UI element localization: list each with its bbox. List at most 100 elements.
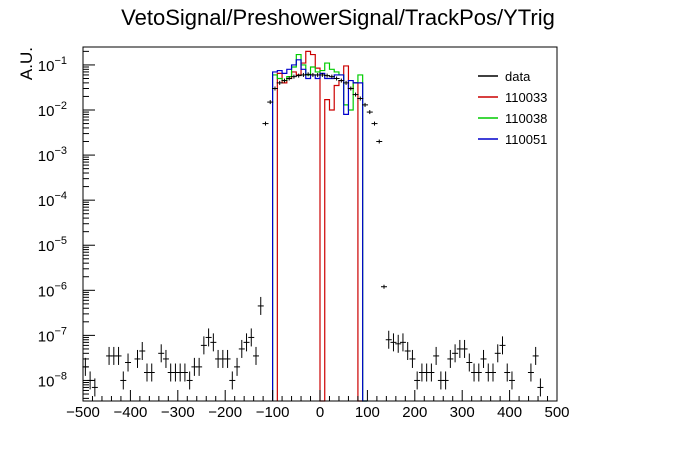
data-point: [295, 73, 302, 78]
x-tick-label: 100: [355, 404, 380, 421]
data-point: [508, 371, 515, 390]
legend-label: 110051: [505, 132, 547, 147]
data-point: [466, 353, 473, 372]
data-point: [395, 334, 402, 353]
data-point: [181, 363, 188, 382]
data-point: [504, 363, 511, 382]
data-point: [200, 336, 207, 355]
data-point: [537, 378, 544, 397]
chart-title: VetoSignal/PreshowerSignal/TrackPos/YTri…: [121, 5, 555, 30]
data-point: [281, 78, 288, 83]
data-point: [262, 121, 269, 126]
data-point: [385, 330, 392, 349]
data-point: [347, 86, 354, 91]
data-point: [409, 349, 416, 368]
data-point: [499, 336, 506, 355]
data-point: [248, 328, 255, 347]
data-point: [253, 346, 260, 365]
data-point: [442, 371, 449, 390]
data-point: [238, 339, 245, 358]
data-point: [224, 349, 231, 368]
x-tick-label: −300: [161, 404, 195, 421]
legend-label: data: [505, 69, 531, 84]
x-tick-label: 200: [402, 404, 427, 421]
data-point: [234, 357, 241, 376]
y-tick-label: 10−2: [38, 100, 67, 120]
data-point: [527, 363, 534, 382]
data-point: [267, 100, 274, 105]
x-tick-label: −200: [208, 404, 242, 421]
data-point: [120, 371, 127, 390]
data-point: [243, 333, 250, 352]
data-point: [305, 72, 312, 77]
histogram-lines: [272, 50, 368, 402]
y-tick-label: 10−5: [38, 235, 67, 255]
x-tick-label: −100: [256, 404, 290, 421]
data-point: [115, 346, 122, 365]
data-point: [357, 96, 364, 101]
data-point: [428, 363, 435, 382]
y-tick-label: 10−7: [38, 325, 67, 345]
x-tick-label: 300: [450, 404, 475, 421]
data-point: [125, 353, 132, 372]
data-point: [205, 328, 212, 347]
y-tick-label: 10−4: [38, 190, 67, 210]
hist-series-110038: [272, 53, 368, 402]
data-point: [371, 121, 378, 126]
legend-label: 110033: [505, 90, 547, 105]
x-tick-label: 500: [544, 404, 569, 421]
data-point: [186, 371, 193, 390]
y-axis-label: A.U.: [17, 47, 36, 80]
data-point: [290, 74, 297, 79]
data-point: [475, 363, 482, 382]
data-point: [343, 80, 350, 85]
data-point: [300, 72, 307, 77]
legend-label: 110038: [505, 111, 547, 126]
data-point: [532, 346, 539, 365]
data-point: [210, 333, 217, 352]
data-point: [257, 296, 264, 315]
y-tick-label: 10−8: [38, 370, 67, 390]
data-point: [380, 284, 387, 289]
data-point: [333, 76, 340, 81]
legend: data 110033 110038 110051: [478, 69, 547, 147]
data-point: [162, 349, 169, 368]
data-point: [362, 102, 369, 107]
data-point: [139, 342, 146, 361]
x-tick-label: 0: [316, 404, 324, 421]
data-point: [414, 371, 421, 390]
data-point: [276, 80, 283, 85]
data-point: [366, 110, 373, 115]
data-point: [404, 342, 411, 361]
data-point: [319, 72, 326, 77]
data-point: [352, 92, 359, 97]
data-point: [399, 333, 406, 352]
data-point: [490, 363, 497, 382]
y-tick-label: 10−1: [38, 55, 67, 75]
data-point: [390, 333, 397, 352]
data-point: [134, 349, 141, 368]
data-point: [461, 339, 468, 358]
axes: −500 −400 −300 −200 −100 0 100 200 300 400 500 10−8…: [38, 50, 570, 421]
data-point: [328, 74, 335, 79]
data-point: [452, 344, 459, 363]
data-point: [494, 344, 501, 363]
data-point: [447, 349, 454, 368]
data-point: [433, 346, 440, 365]
data-points: [82, 72, 544, 397]
data-point: [158, 344, 165, 363]
y-tick-label: 10−3: [38, 145, 67, 165]
x-tick-label: 400: [497, 404, 522, 421]
hist-series-110051: [272, 59, 368, 402]
data-point: [196, 357, 203, 376]
data-point: [286, 76, 293, 81]
data-point: [91, 378, 98, 397]
data-point: [229, 371, 236, 390]
hist-series-110033: [276, 50, 363, 402]
data-point: [480, 349, 487, 368]
data-point: [148, 363, 155, 382]
data-point: [324, 73, 331, 78]
data-point: [271, 86, 278, 91]
x-tick-label: −400: [114, 404, 148, 421]
